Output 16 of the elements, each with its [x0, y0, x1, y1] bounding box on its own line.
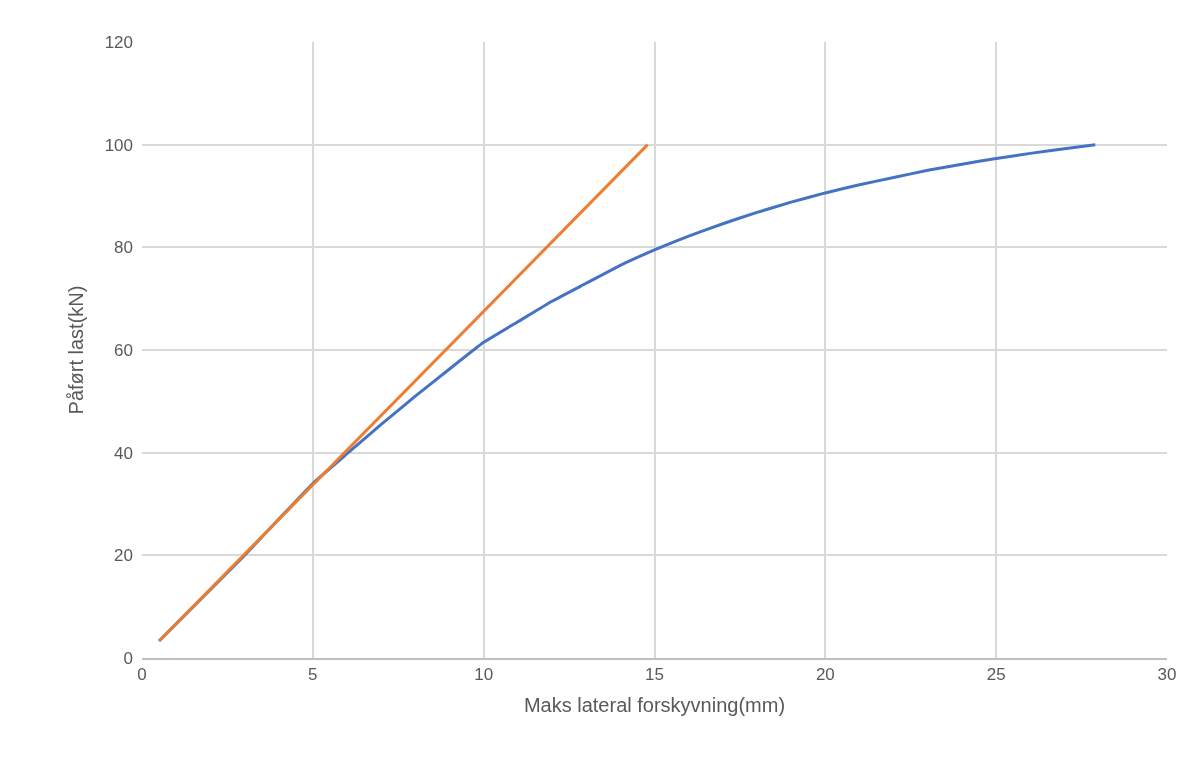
y-tick-label: 40 — [114, 443, 133, 463]
y-tick-label: 80 — [114, 238, 133, 258]
x-tick-label: 30 — [1157, 665, 1177, 685]
x-tick-label: 5 — [308, 665, 318, 685]
y-tick-label: 100 — [104, 135, 133, 155]
y-tick-label: 20 — [114, 546, 133, 566]
x-axis-title: Maks lateral forskyvning(mm) — [523, 694, 786, 717]
y-tick-label: 0 — [123, 648, 133, 668]
x-tick-label: 10 — [474, 665, 494, 685]
y-tick-label: 120 — [104, 32, 133, 52]
x-tick-label: 15 — [645, 665, 664, 685]
x-tick-label: 0 — [137, 665, 147, 685]
x-tick-label: 20 — [815, 665, 835, 685]
y-tick-label: 60 — [114, 340, 133, 360]
x-tick-label: 25 — [986, 665, 1006, 685]
y-axis-title: Påført last(kN) — [65, 285, 88, 415]
